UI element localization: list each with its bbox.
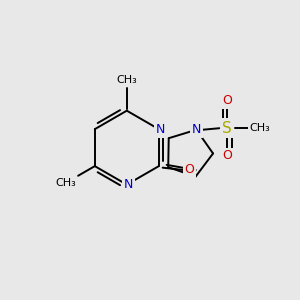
Text: CH₃: CH₃ xyxy=(249,123,270,133)
Text: CH₃: CH₃ xyxy=(116,75,137,85)
Text: O: O xyxy=(222,149,232,162)
Text: CH₃: CH₃ xyxy=(55,178,76,188)
Text: N: N xyxy=(156,123,165,136)
Text: S: S xyxy=(222,121,232,136)
Text: O: O xyxy=(185,164,194,176)
Text: N: N xyxy=(124,178,133,191)
Text: O: O xyxy=(222,94,232,107)
Text: N: N xyxy=(192,123,201,136)
